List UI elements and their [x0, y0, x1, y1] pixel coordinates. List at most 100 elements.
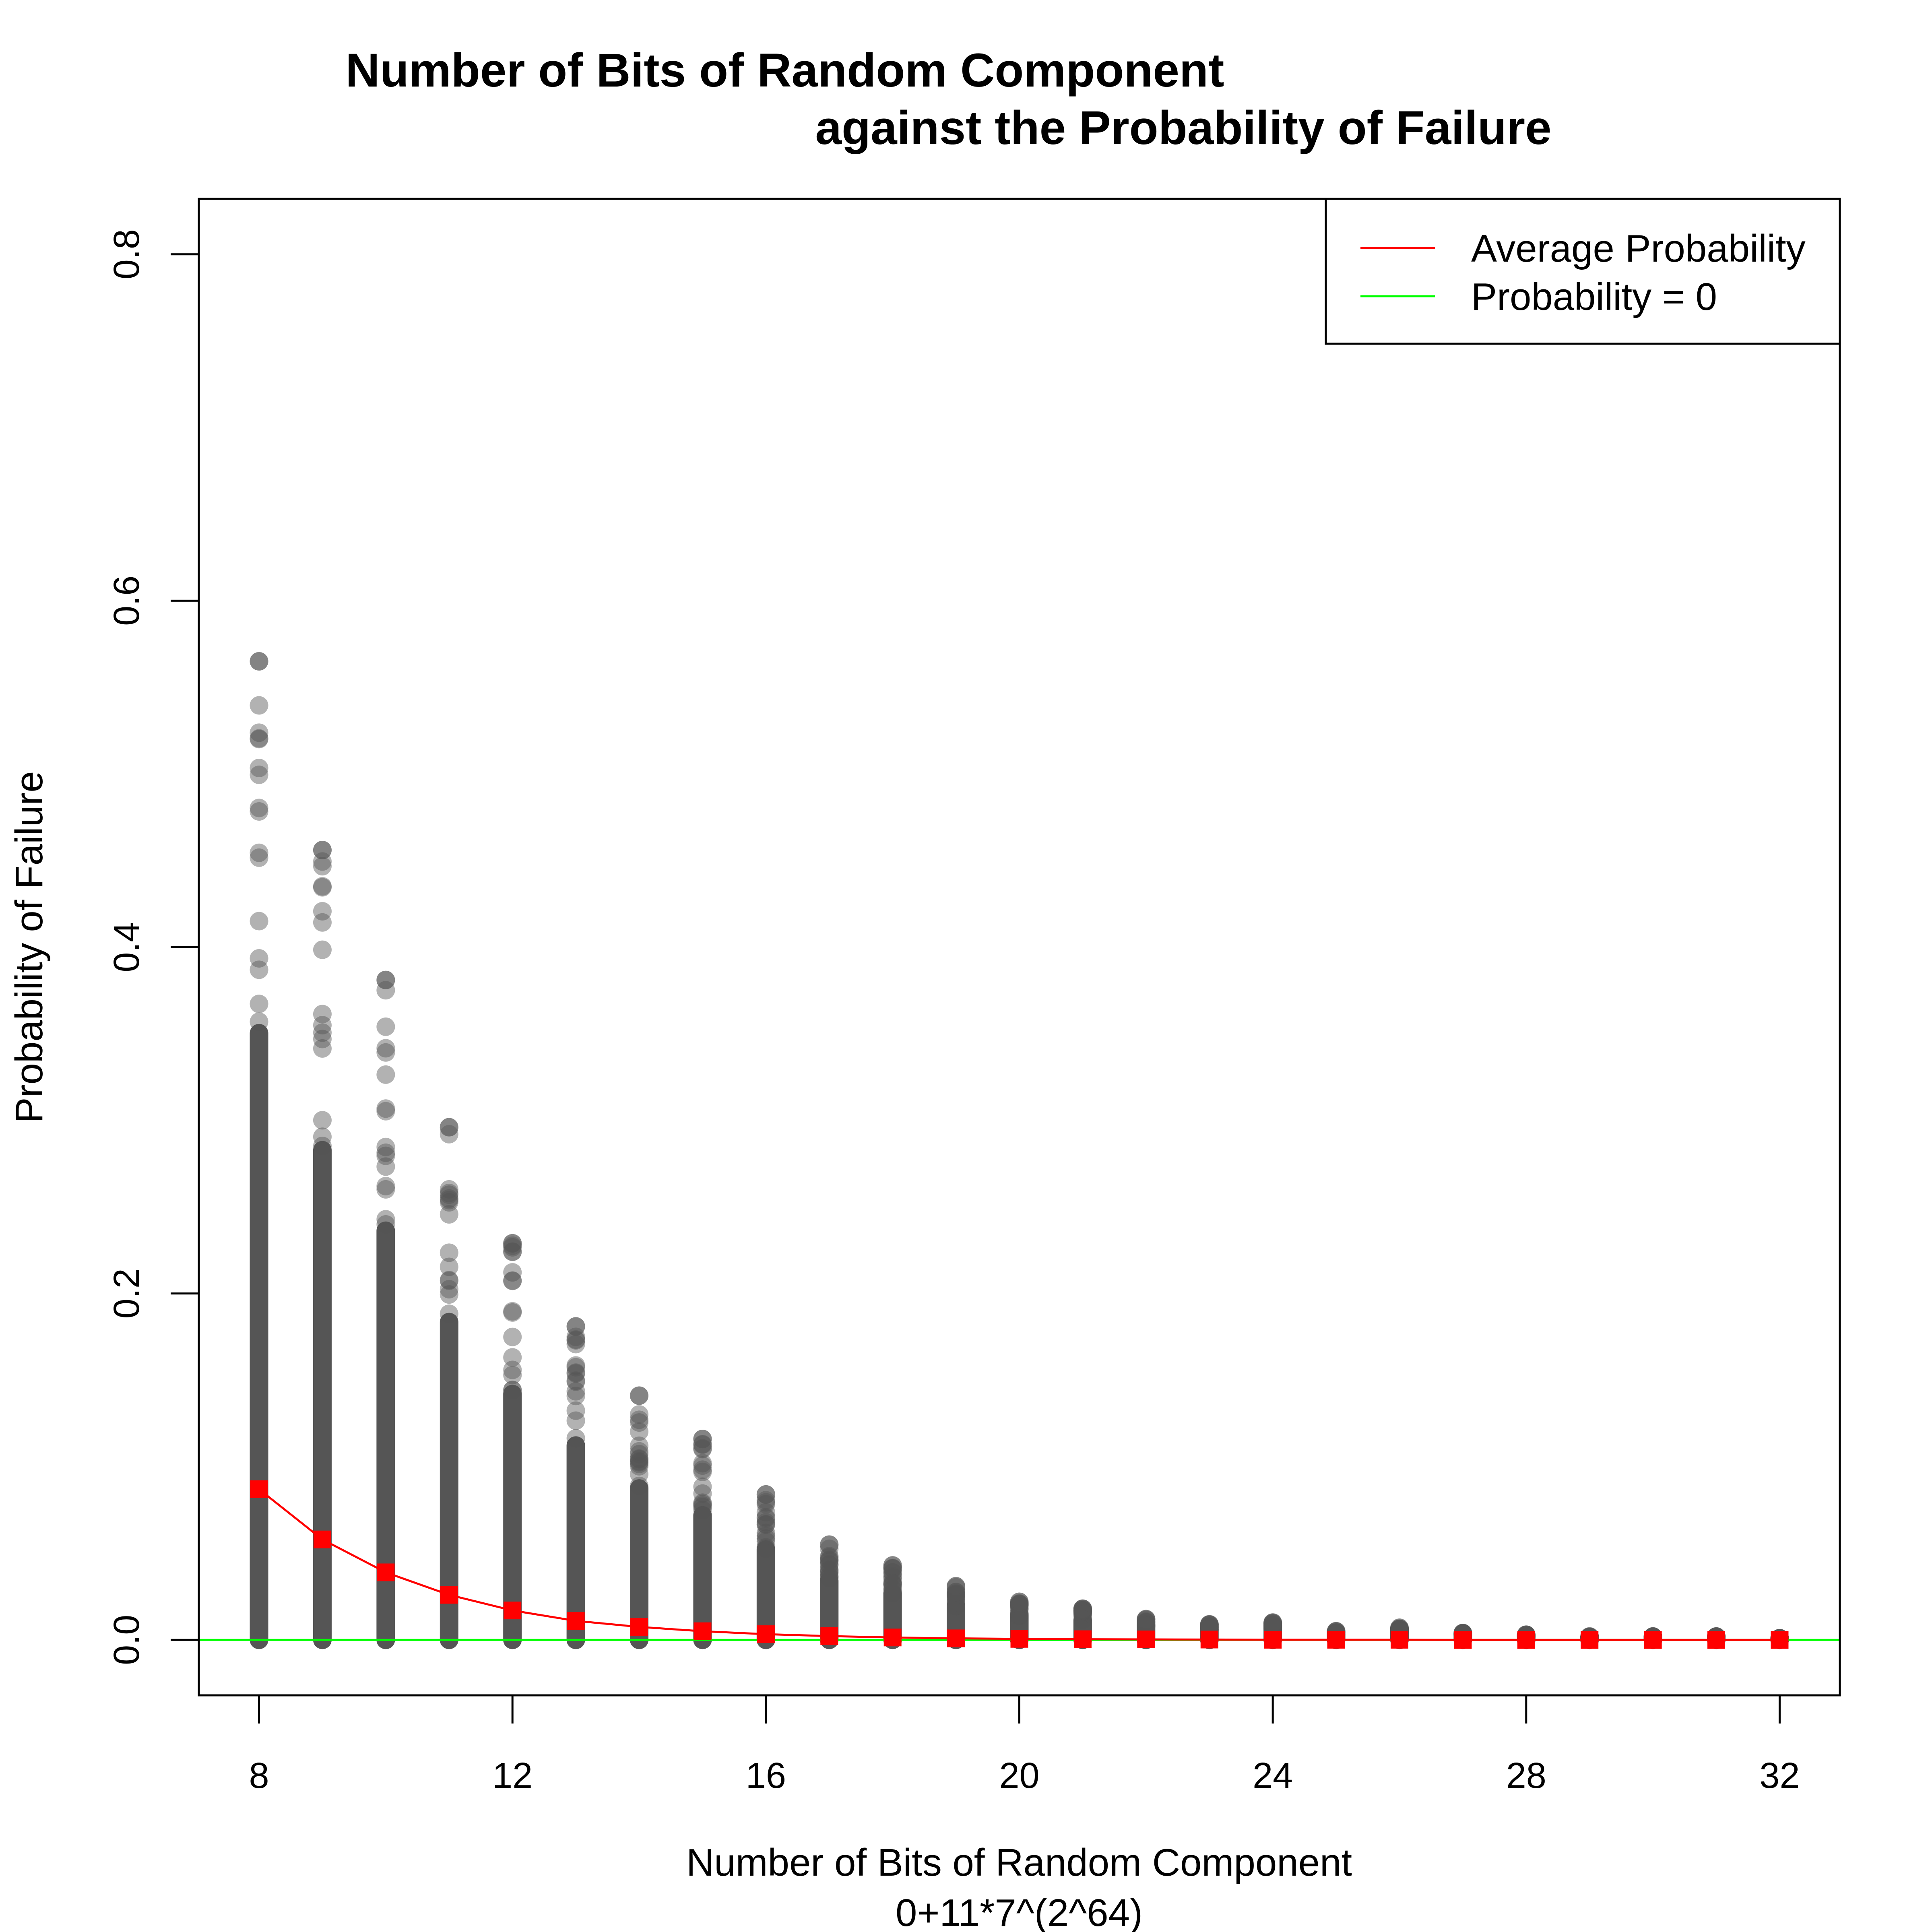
scatter-point [883, 1575, 902, 1593]
scatter-point [693, 1501, 712, 1519]
scatter-point [503, 1366, 522, 1385]
scatter-point [756, 1529, 775, 1548]
scatter-point [250, 995, 268, 1013]
scatter-point [566, 1401, 585, 1420]
y-tick-label: 0.8 [107, 229, 147, 279]
scatter-point [250, 723, 268, 742]
scatter-point-max [693, 1430, 712, 1449]
scatter-point [250, 729, 268, 748]
scatter-point [756, 1515, 775, 1534]
legend-label-zero: Probability = 0 [1471, 275, 1717, 318]
scatter-column [503, 1234, 522, 1649]
scatter-point [630, 1413, 649, 1432]
scatter-point-max [756, 1485, 775, 1504]
scatter-point [313, 1039, 332, 1058]
plot-marks [199, 652, 1840, 1649]
scatter-point [820, 1555, 839, 1574]
scatter-point [883, 1583, 902, 1602]
x-tick-label: 12 [492, 1756, 533, 1796]
scatter-point-max [250, 652, 268, 671]
scatter-point [947, 1593, 966, 1612]
scatter-point [250, 1012, 268, 1031]
scatter-point [503, 1348, 522, 1367]
average-marker [1010, 1630, 1028, 1648]
scatter-point [503, 1381, 522, 1399]
scatter-point [503, 1303, 522, 1322]
scatter-point [693, 1460, 712, 1479]
y-tick-label: 0.6 [107, 576, 147, 626]
scatter-point [820, 1552, 839, 1571]
scatter-point [883, 1579, 902, 1598]
scatter-point-max [1263, 1613, 1282, 1632]
scatter-point [947, 1596, 966, 1615]
scatter-point [756, 1509, 775, 1528]
average-marker [504, 1602, 522, 1620]
scatter-point [313, 1023, 332, 1042]
scatter-point-max [883, 1556, 902, 1575]
scatter-point [313, 913, 332, 932]
scatter-point [503, 1271, 522, 1290]
average-marker [630, 1618, 648, 1636]
scatter-point [503, 1381, 522, 1399]
scatter-column [947, 1577, 966, 1649]
scatter-point [376, 1146, 395, 1165]
scatter-point [630, 1410, 649, 1429]
scatter-point [376, 1017, 395, 1036]
x-axis-label: Number of Bits of Random Component [686, 1841, 1352, 1884]
scatter-point [883, 1575, 902, 1594]
scatter-point-max [376, 970, 395, 989]
average-marker [377, 1563, 395, 1581]
scatter-point [756, 1513, 775, 1532]
scatter-point-max [820, 1535, 839, 1554]
average-marker [250, 1480, 268, 1498]
scatter-point-max [1010, 1592, 1029, 1611]
x-tick-label: 20 [999, 1756, 1039, 1796]
x-axis-sublabel: 0+11*7^(2^64) [896, 1891, 1143, 1932]
average-marker [1264, 1631, 1282, 1649]
scatter-point [883, 1580, 902, 1599]
scatter-point [630, 1450, 649, 1469]
average-marker [1327, 1631, 1345, 1649]
scatter-column [376, 970, 395, 1649]
scatter-point [1010, 1605, 1029, 1624]
scatter-point-max [503, 1234, 522, 1253]
scatter-point [440, 1189, 458, 1208]
scatter-point [947, 1593, 966, 1612]
scatter-point-max [1200, 1615, 1219, 1634]
scatter-point [250, 912, 268, 931]
scatter-point [693, 1493, 712, 1512]
scatter-point [250, 802, 268, 821]
scatter-point [820, 1548, 839, 1567]
scatter-point [630, 1437, 649, 1455]
scatter-point [250, 848, 268, 867]
scatter-column [313, 841, 332, 1649]
scatter-point [693, 1454, 712, 1473]
scatter-point [313, 1005, 332, 1024]
average-marker [883, 1629, 902, 1647]
chart-title-line1: Number of Bits of Random Component [346, 44, 1224, 97]
scatter-point [630, 1405, 649, 1424]
y-tick-label: 0.0 [107, 1615, 147, 1665]
scatter-point [820, 1551, 839, 1570]
scatter-point [756, 1515, 775, 1534]
scatter-point [947, 1589, 966, 1608]
scatter-point [313, 1127, 332, 1146]
scatter-point [566, 1411, 585, 1430]
legend-box [1325, 198, 1841, 345]
scatter-point [250, 759, 268, 778]
scatter-point [820, 1560, 839, 1579]
scatter-point [693, 1498, 712, 1517]
scatter-point [440, 1193, 458, 1212]
y-tick-label: 0.4 [107, 922, 147, 972]
scatter-point [947, 1597, 966, 1616]
scatter-point [376, 1102, 395, 1121]
scatter-point [820, 1567, 839, 1586]
scatter-point [566, 1371, 585, 1390]
scatter-point [756, 1508, 775, 1527]
scatter-point [250, 799, 268, 817]
scatter-point [376, 1180, 395, 1199]
x-tick-label: 28 [1506, 1756, 1546, 1796]
scatter-point [756, 1539, 775, 1558]
scatter-point-max [313, 841, 332, 860]
legend: Average Probability Probability = 0 [1325, 198, 1841, 345]
